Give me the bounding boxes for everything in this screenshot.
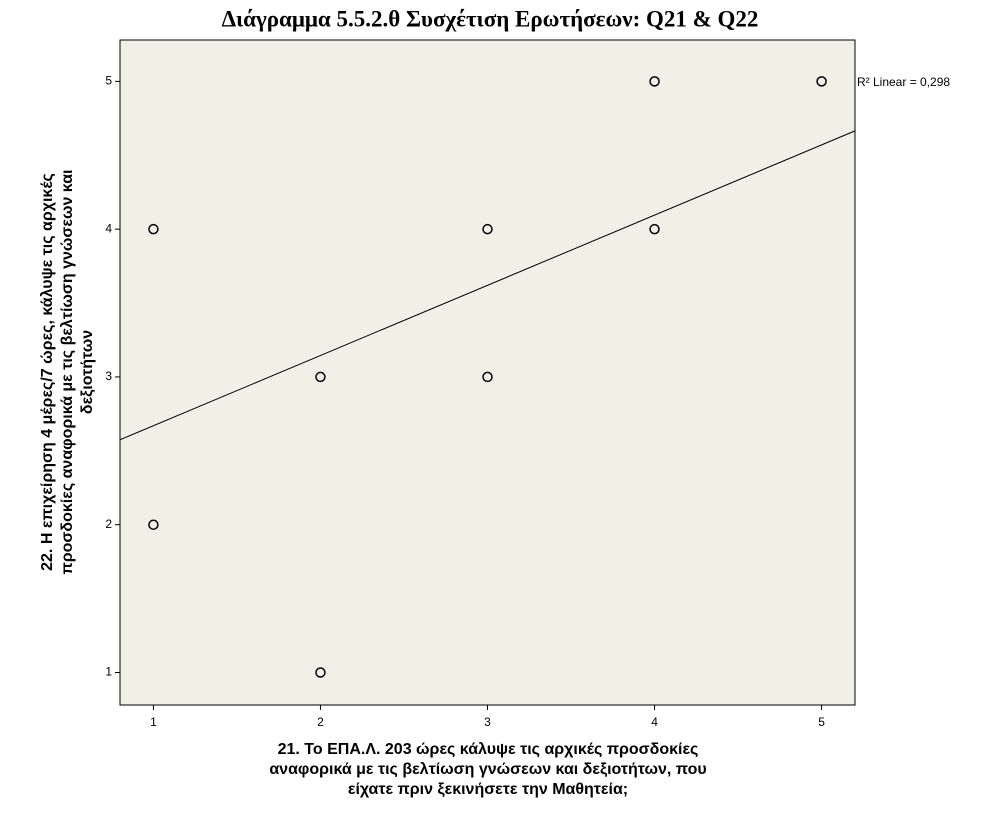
y-tick-label: 3 (105, 369, 112, 383)
y-axis-label: δεξιοτήτων (79, 330, 96, 414)
y-tick-label: 5 (105, 74, 112, 88)
x-tick-label: 3 (484, 715, 491, 729)
chart-title: Διάγραμμα 5.5.2.θ Συσχέτιση Ερωτήσεων: Q… (222, 6, 759, 31)
annotation: R² Linear = 0,298 (857, 75, 950, 89)
point (649, 223, 660, 235)
point (482, 371, 493, 383)
x-tick-label: 4 (651, 715, 658, 729)
x-tick-label: 2 (317, 715, 324, 729)
y-axis-label: 22. Η επιχείρηση 4 μέρες/7 ώρες, κάλυψε … (39, 173, 56, 571)
y-axis-label-group: 22. Η επιχείρηση 4 μέρες/7 ώρες, κάλυψε … (39, 170, 96, 575)
x-tick-label: 5 (818, 715, 825, 729)
x-tick-label: 1 (150, 715, 157, 729)
y-tick-label: 1 (105, 665, 112, 679)
point (816, 76, 827, 87)
point (148, 519, 159, 530)
point (315, 371, 326, 383)
point (148, 223, 159, 235)
x-axis-label: αναφορικά με τις βελτίωση γνώσεων και δε… (269, 761, 706, 778)
fit-line (119, 130, 856, 441)
y-axis-label: προσδοκίες αναφορικά με τις βελτίωση γνώ… (59, 170, 76, 575)
point (315, 667, 326, 678)
x-axis-label: 21. Το ΕΠΑ.Λ. 203 ώρες κάλυψε τις αρχικέ… (278, 741, 699, 758)
point (482, 223, 493, 235)
y-tick-label: 4 (105, 221, 112, 235)
y-tick-label: 2 (105, 517, 112, 531)
point (649, 76, 660, 87)
x-axis-label: είχατε πριν ξεκινήσετε την Μαθητεία; (348, 781, 628, 798)
